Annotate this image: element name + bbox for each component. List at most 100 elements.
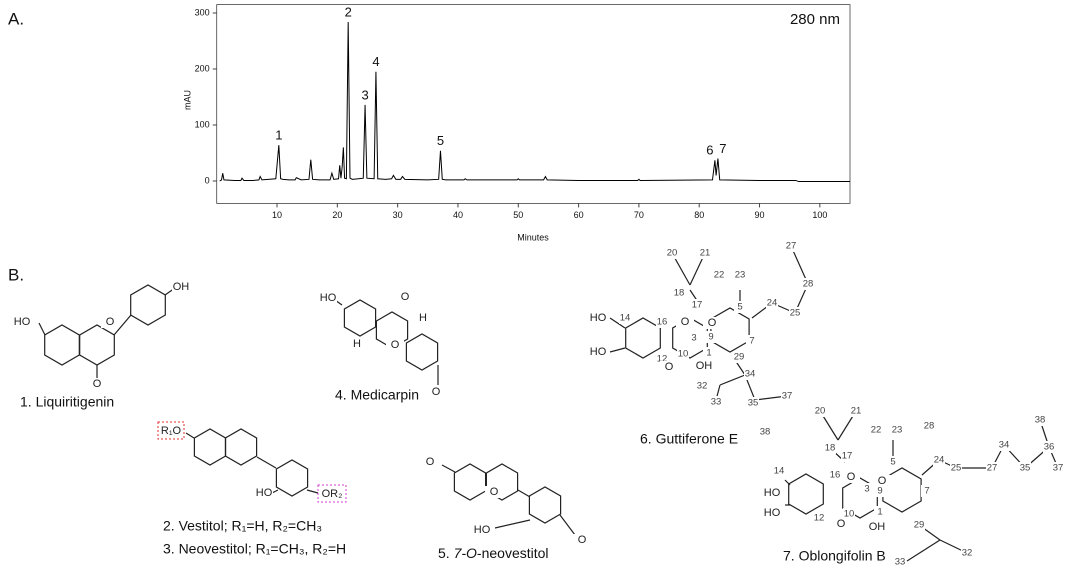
- atom-label: O: [432, 386, 441, 398]
- atom-label: HO: [764, 487, 781, 499]
- atom-background: [887, 456, 899, 468]
- atom-background: [842, 471, 860, 483]
- ring-bond: [405, 333, 439, 371]
- compound-caption: 2. Vestitol; R₁=H, R₂=CH₃: [163, 518, 322, 534]
- atom-background: [660, 361, 678, 373]
- atom-background: [773, 465, 785, 477]
- peak-label: 5: [437, 133, 444, 148]
- atom-background: [759, 426, 771, 438]
- atom-background: [1043, 441, 1055, 453]
- atom-number: 5: [737, 302, 742, 313]
- atom-background: [319, 292, 337, 304]
- x-tick-label: 20: [332, 210, 342, 220]
- atom-number: 37: [1053, 463, 1064, 474]
- atom-background: [789, 307, 801, 319]
- atom-background: [703, 347, 715, 359]
- atom-number: 10: [844, 509, 855, 520]
- atom-number: 34: [745, 369, 756, 380]
- chromatogram-trace: [219, 21, 850, 183]
- atom-label: HO: [590, 312, 607, 324]
- atom-background: [1052, 462, 1064, 474]
- atom-number: 1: [877, 507, 882, 518]
- atom-number: 29: [734, 352, 745, 363]
- atom-background: [861, 483, 873, 495]
- atom-background: [998, 439, 1010, 451]
- ring-bond: [193, 428, 227, 466]
- atom-background: [986, 462, 998, 474]
- atom-background: [485, 486, 503, 498]
- atom-background: [802, 278, 814, 290]
- atom-background: [101, 316, 119, 328]
- atom-number: 38: [760, 427, 771, 438]
- atom-background: [763, 507, 781, 519]
- caption-part: 7-O: [454, 545, 477, 561]
- atom-label: O: [391, 339, 400, 351]
- atom-number: 14: [774, 466, 785, 477]
- atom-background: [676, 316, 694, 328]
- atom-number: 17: [842, 451, 853, 462]
- atom-label: OH: [173, 281, 190, 293]
- bond: [784, 479, 791, 486]
- y-tick-label: 0: [205, 175, 210, 185]
- x-tick-label: 10: [272, 210, 282, 220]
- atom-background: [666, 247, 678, 259]
- atom-background: [873, 475, 891, 487]
- atom-number: 29: [914, 520, 925, 531]
- atom-background: [414, 312, 432, 324]
- atom-number: 18: [674, 288, 685, 299]
- atom-label: O: [665, 361, 674, 373]
- x-tick-label: 80: [694, 210, 704, 220]
- bond: [113, 314, 132, 336]
- atom-background: [703, 317, 721, 329]
- caption-part: 5.: [438, 545, 454, 561]
- atom-background: [781, 390, 793, 402]
- atom-label: O: [93, 378, 102, 390]
- ring-bond: [44, 324, 80, 366]
- x-tick-label: 90: [755, 210, 765, 220]
- atom-background: [619, 312, 631, 324]
- atom-background: [696, 380, 708, 392]
- y-tick-label: 200: [195, 63, 210, 73]
- plot-frame: [216, 4, 851, 204]
- atom-label: OH: [696, 360, 713, 372]
- atom-label: O: [426, 456, 435, 468]
- atom-number: 1: [706, 348, 711, 359]
- atom-number: 22: [871, 425, 882, 436]
- atom-background: [961, 547, 973, 559]
- atom-number: 3: [691, 333, 696, 344]
- atom-number: 28: [924, 421, 935, 432]
- bond: [185, 432, 195, 439]
- atom-background: [427, 386, 445, 398]
- x-tick-label: 30: [393, 210, 403, 220]
- atom-label: OH: [869, 521, 886, 533]
- compound-caption: 6. Guttiferone E: [640, 431, 738, 447]
- atom-label: HO: [320, 292, 337, 304]
- atom-background: [891, 424, 903, 436]
- atom-background: [673, 287, 685, 299]
- atom-background: [874, 506, 886, 518]
- atom-label: H: [353, 338, 361, 350]
- atom-label: HO: [764, 507, 781, 519]
- atom-background: [172, 281, 190, 293]
- atom-number: 21: [700, 248, 711, 259]
- atom-background: [396, 291, 414, 303]
- atom-background: [677, 348, 689, 360]
- atom-number: 5: [890, 457, 895, 468]
- atom-background: [894, 556, 906, 567]
- atom-number: 25: [790, 308, 801, 319]
- atom-background: [255, 487, 273, 499]
- atom-background: [13, 316, 31, 328]
- x-axis-label: Minutes: [517, 232, 549, 242]
- atom-background: [733, 351, 745, 363]
- x-tick-label: 60: [574, 210, 584, 220]
- r2-highlight: [317, 484, 347, 503]
- panel-label: A.: [8, 9, 24, 28]
- atom-number: 20: [815, 406, 826, 417]
- atom-background: [323, 488, 341, 500]
- atom-background: [473, 524, 491, 536]
- atom-number: 22: [714, 270, 725, 281]
- atom-label: HO: [474, 524, 491, 536]
- r1-highlight: [157, 421, 185, 440]
- atom-number: 28: [803, 279, 814, 290]
- atom-number: 33: [711, 397, 722, 408]
